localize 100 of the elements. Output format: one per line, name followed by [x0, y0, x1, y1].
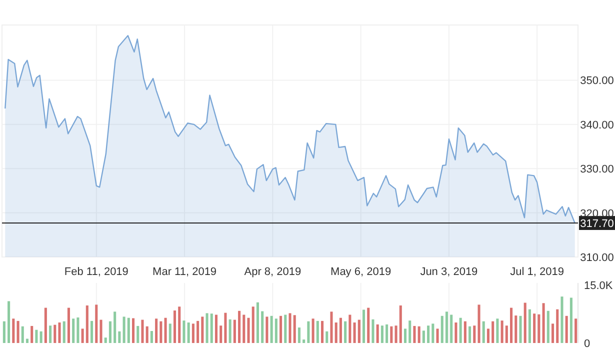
bar [348, 314, 352, 343]
bar [242, 314, 246, 343]
y-tick-label: 310.00 [580, 252, 614, 264]
bar [528, 309, 531, 343]
bar [49, 326, 52, 343]
bar [206, 313, 208, 343]
bar [473, 326, 476, 343]
bar [67, 308, 70, 343]
x-tick-label: May 6, 2019 [330, 266, 392, 278]
bar [464, 321, 466, 343]
bar [492, 321, 494, 343]
bar [196, 320, 200, 343]
bar [367, 308, 370, 343]
y-tick-label: 330.00 [580, 164, 614, 176]
bar [132, 318, 135, 343]
x-tick-label: Mar 11, 2019 [152, 266, 217, 278]
bar [261, 311, 264, 343]
bar [256, 302, 259, 343]
bar [486, 328, 490, 343]
bar [118, 331, 121, 343]
bar [266, 316, 268, 343]
bar [353, 322, 356, 343]
bar [228, 319, 232, 343]
bar [12, 318, 15, 343]
bar [280, 316, 282, 343]
bar [358, 320, 360, 343]
bar [252, 306, 254, 343]
bar [293, 315, 296, 343]
bar [538, 314, 540, 343]
bar [233, 320, 236, 343]
bar [8, 301, 10, 343]
bar [432, 324, 434, 343]
bar [141, 320, 144, 343]
bar [100, 320, 102, 343]
bar [422, 330, 425, 343]
bar [500, 320, 504, 343]
bar [160, 321, 162, 343]
bar [90, 320, 94, 343]
bar [72, 318, 75, 343]
bar [380, 326, 384, 343]
bar [26, 338, 29, 343]
x-tick-label: Apr 8, 2019 [244, 266, 302, 278]
bar [307, 321, 310, 343]
bar [326, 331, 328, 343]
bar [505, 326, 508, 343]
bar [146, 326, 148, 343]
bar [40, 331, 42, 343]
bar [173, 310, 176, 343]
bar [478, 304, 480, 343]
bar [284, 314, 287, 343]
bar [454, 322, 458, 343]
y-tick-label: 15.0K [584, 280, 614, 292]
bar [76, 317, 80, 343]
bar [556, 309, 559, 343]
bar [288, 313, 292, 343]
y-tick-label: 0 [584, 338, 590, 350]
bar [376, 324, 379, 343]
bar [224, 312, 227, 343]
bar [298, 328, 300, 343]
bar [427, 326, 430, 343]
bar [136, 326, 140, 343]
bar [542, 303, 545, 343]
bar [86, 305, 88, 343]
bar [58, 322, 61, 343]
bar [21, 326, 24, 343]
bar [210, 314, 213, 343]
bar [35, 330, 38, 343]
bar [164, 318, 167, 343]
bar [312, 318, 314, 343]
bar [524, 302, 526, 343]
bar [201, 316, 204, 343]
bar [104, 338, 107, 343]
bar [316, 320, 319, 343]
bar [155, 318, 158, 343]
bar [546, 310, 550, 343]
bar [270, 316, 273, 343]
bar [514, 316, 518, 343]
bar [519, 316, 522, 343]
bar [551, 324, 554, 343]
bar [570, 298, 572, 343]
bar [459, 318, 462, 343]
bar [436, 328, 439, 343]
bar [394, 326, 398, 343]
bar [510, 308, 513, 343]
bar [108, 321, 112, 343]
bar [302, 340, 306, 343]
bar [440, 316, 444, 343]
bar [372, 319, 374, 343]
bar [16, 320, 20, 343]
bar [533, 314, 536, 343]
bar [2, 321, 6, 343]
bar [192, 324, 194, 343]
bar [399, 305, 402, 343]
bar [30, 326, 34, 343]
bar [565, 316, 568, 343]
bar [339, 318, 342, 343]
bar [362, 310, 366, 343]
bar [418, 326, 420, 343]
bar [450, 314, 453, 343]
y-tick-label: 340.00 [580, 119, 614, 132]
